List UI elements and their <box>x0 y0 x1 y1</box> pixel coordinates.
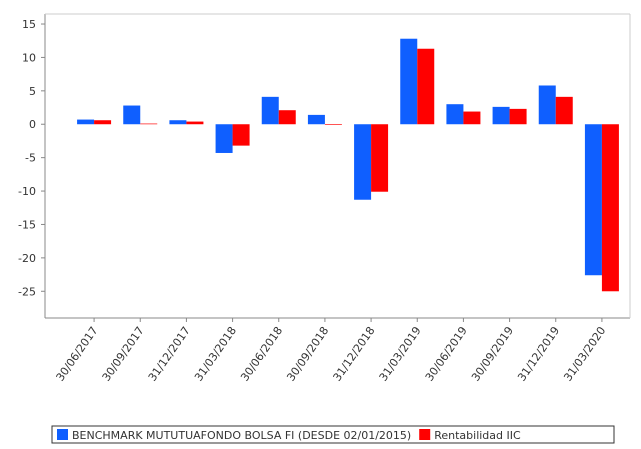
x-tick-label: 31/12/2019 <box>515 324 562 383</box>
bar <box>215 124 233 153</box>
x-tick-label: 30/06/2018 <box>238 324 285 383</box>
bar <box>584 124 602 276</box>
bar <box>232 124 250 146</box>
y-tick-label: -10 <box>18 185 36 198</box>
bar <box>140 123 158 125</box>
bar <box>509 108 527 125</box>
y-tick-label: 5 <box>29 85 36 98</box>
y-tick-label: -25 <box>18 285 36 298</box>
bar <box>278 110 296 125</box>
x-tick-label: 31/03/2020 <box>561 324 608 383</box>
bar <box>601 124 619 292</box>
bar <box>169 120 187 125</box>
bar <box>261 96 279 125</box>
legend-box <box>51 425 615 444</box>
y-tick-label: 10 <box>22 51 36 64</box>
y-tick-label: -5 <box>25 152 36 165</box>
bar <box>94 120 112 125</box>
bar <box>463 111 481 125</box>
legend-swatch <box>419 429 431 440</box>
legend-swatch <box>57 429 68 440</box>
bar <box>417 48 435 125</box>
bar <box>492 106 510 125</box>
x-tick-label: 31/03/2018 <box>192 324 239 383</box>
bar <box>123 105 141 125</box>
bar <box>446 104 464 125</box>
bar <box>354 124 372 200</box>
legend-label: Rentabilidad IIC <box>434 429 521 442</box>
y-tick-label: -15 <box>18 218 36 231</box>
bar <box>400 38 418 125</box>
legend-label: BENCHMARK MUTUTUAFONDO BOLSA FI (DESDE 0… <box>72 429 411 442</box>
x-tick-label: 30/09/2017 <box>100 324 147 383</box>
x-tick-label: 30/06/2019 <box>423 324 470 383</box>
x-tick-label: 30/09/2019 <box>469 324 516 383</box>
y-tick-label: 0 <box>29 118 36 131</box>
x-tick-label: 30/06/2017 <box>54 324 101 383</box>
bar <box>77 119 95 125</box>
y-tick-label: 15 <box>22 18 36 31</box>
x-tick-label: 31/03/2019 <box>377 324 424 383</box>
x-tick-label: 31/12/2018 <box>331 324 378 383</box>
bar <box>555 96 573 125</box>
bar <box>307 114 325 125</box>
bar <box>538 85 556 125</box>
x-tick-label: 30/09/2018 <box>284 324 331 383</box>
bar <box>186 121 204 125</box>
y-tick-label: -20 <box>18 252 36 265</box>
x-tick-label: 31/12/2017 <box>146 324 193 383</box>
bar <box>324 124 342 125</box>
bar <box>371 124 389 192</box>
